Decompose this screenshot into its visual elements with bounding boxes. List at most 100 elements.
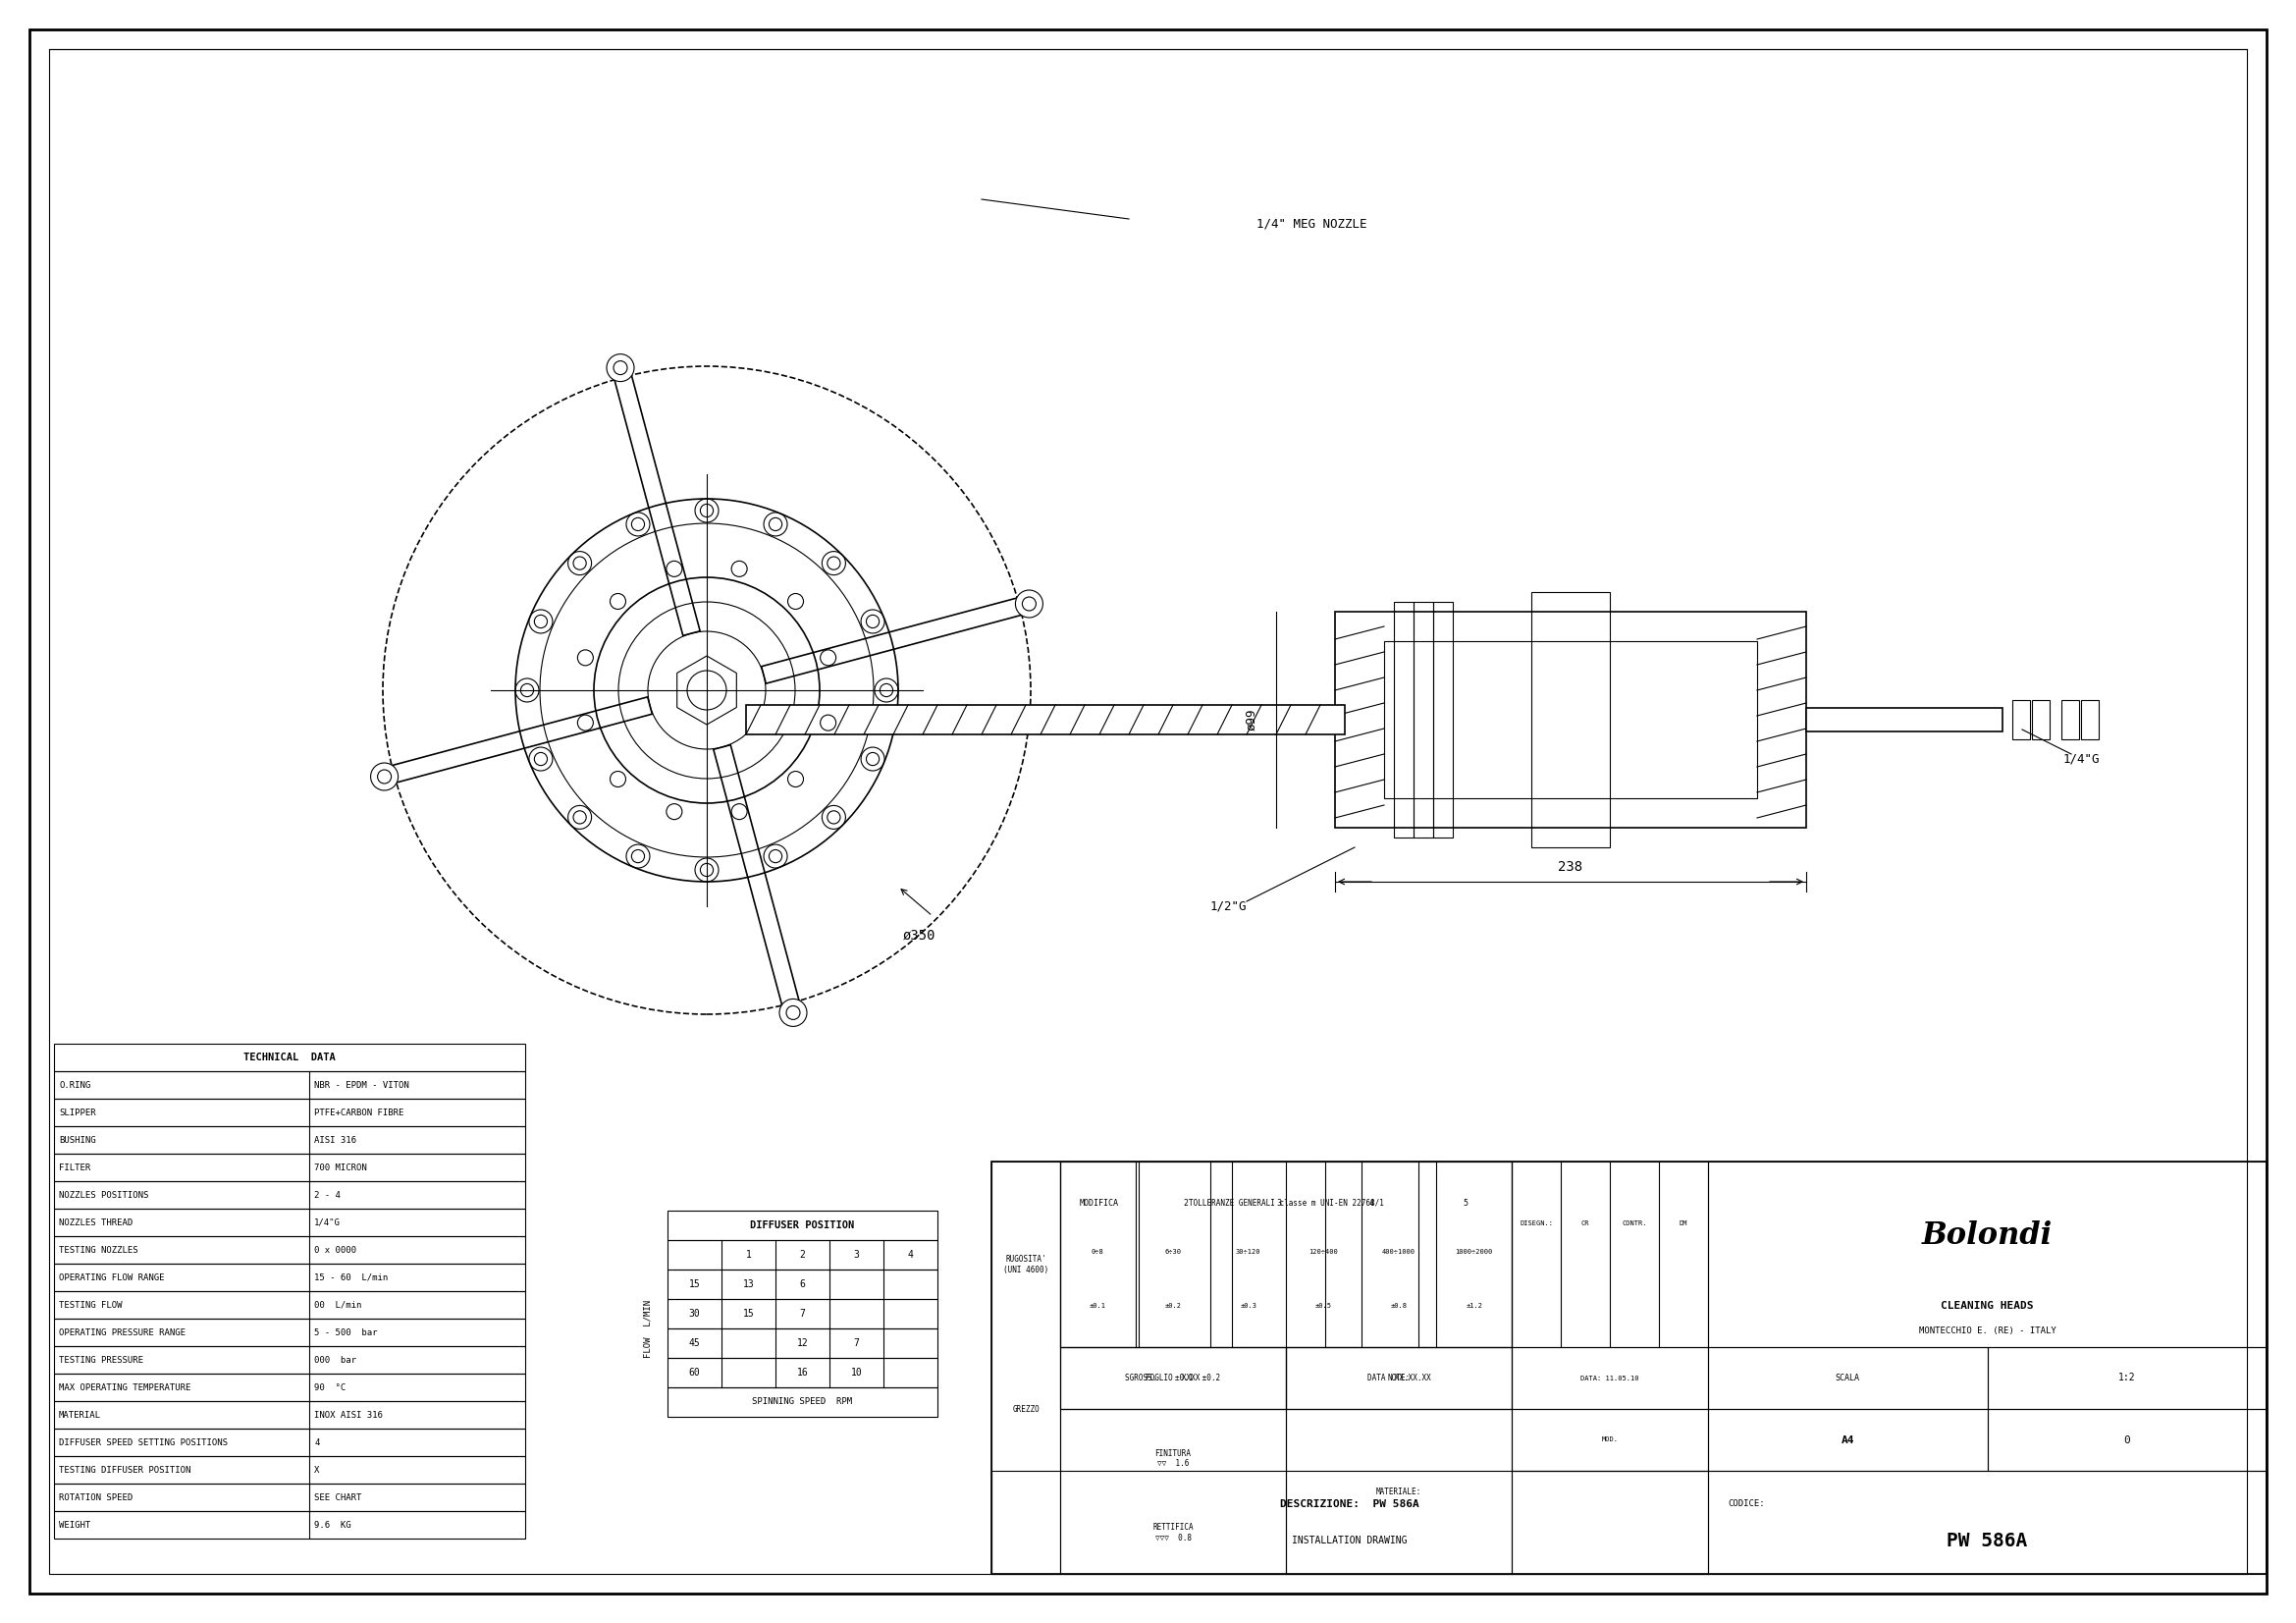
Circle shape — [778, 998, 806, 1026]
Bar — [1511, 1409, 1708, 1470]
Text: 000  bar: 000 bar — [315, 1355, 356, 1365]
Bar — [668, 1358, 937, 1388]
Bar — [55, 1154, 526, 1182]
Text: DIFFUSER SPEED SETTING POSITIONS: DIFFUSER SPEED SETTING POSITIONS — [60, 1438, 227, 1446]
Text: WEIGHT: WEIGHT — [60, 1521, 90, 1529]
Text: 2 - 4: 2 - 4 — [315, 1191, 340, 1199]
Text: TESTING DIFFUSER POSITION: TESTING DIFFUSER POSITION — [60, 1466, 191, 1474]
Text: MAX OPERATING TEMPERATURE: MAX OPERATING TEMPERATURE — [60, 1383, 191, 1393]
Text: 1000÷2000: 1000÷2000 — [1456, 1250, 1492, 1255]
Text: CODICE:: CODICE: — [1727, 1500, 1766, 1508]
Text: ±0.8: ±0.8 — [1391, 1303, 1407, 1308]
Bar — [1531, 592, 1609, 847]
Text: NBR - EPDM - VITON: NBR - EPDM - VITON — [315, 1081, 409, 1089]
Text: FILTER: FILTER — [60, 1164, 90, 1172]
Bar — [668, 1329, 937, 1358]
Polygon shape — [611, 365, 700, 636]
Text: CLEANING HEADS: CLEANING HEADS — [1940, 1302, 2034, 1311]
Text: 400÷1000: 400÷1000 — [1382, 1250, 1417, 1255]
Text: TECHNICAL  DATA: TECHNICAL DATA — [243, 1053, 335, 1063]
Bar — [1807, 708, 2002, 732]
Text: TESTING NOZZLES: TESTING NOZZLES — [60, 1245, 138, 1255]
Text: 15: 15 — [742, 1308, 755, 1318]
Text: CR: CR — [1582, 1220, 1589, 1227]
Bar — [1061, 1409, 1286, 1574]
Text: SPINNING SPEED  RPM: SPINNING SPEED RPM — [753, 1397, 852, 1407]
Text: 1/4"G: 1/4"G — [315, 1217, 340, 1227]
Text: 238: 238 — [1559, 860, 1582, 873]
Text: ±0.2: ±0.2 — [1164, 1303, 1182, 1308]
Text: 6: 6 — [799, 1279, 806, 1289]
Text: ±1.2: ±1.2 — [1465, 1303, 1483, 1308]
Text: 15: 15 — [689, 1279, 700, 1289]
Text: CONTR.: CONTR. — [1621, 1220, 1646, 1227]
Text: 0: 0 — [2124, 1435, 2131, 1444]
Text: RETTIFICA
▽▽▽  0.8: RETTIFICA ▽▽▽ 0.8 — [1153, 1522, 1194, 1542]
Bar — [55, 1401, 526, 1428]
Bar — [1708, 1409, 1988, 1470]
Text: 120÷400: 120÷400 — [1309, 1250, 1339, 1255]
Text: 13: 13 — [742, 1279, 755, 1289]
Text: 1:2: 1:2 — [2119, 1373, 2135, 1383]
Text: TOLLERANZE GENERALI classe m UNI-EN 22768/1: TOLLERANZE GENERALI classe m UNI-EN 2276… — [1189, 1198, 1384, 1208]
Bar — [1286, 1409, 1511, 1574]
Text: 1/4" MEG NOZZLE: 1/4" MEG NOZZLE — [1256, 217, 1366, 230]
Text: 2: 2 — [799, 1250, 806, 1259]
Text: 45: 45 — [689, 1339, 700, 1349]
Bar — [55, 1373, 526, 1401]
Bar — [1708, 1347, 1988, 1409]
Text: X: X — [315, 1466, 319, 1474]
Bar — [1433, 602, 1453, 837]
Bar — [992, 1162, 1061, 1574]
Bar — [55, 1456, 526, 1483]
Circle shape — [370, 763, 397, 790]
Text: 9.6  KG: 9.6 KG — [315, 1521, 351, 1529]
Text: AISI 316: AISI 316 — [315, 1136, 356, 1144]
Bar — [668, 1240, 937, 1269]
Text: MODIFICA: MODIFICA — [1079, 1198, 1118, 1208]
Bar — [1414, 602, 1433, 837]
Text: FLOW  L/MIN: FLOW L/MIN — [643, 1300, 652, 1357]
Bar — [55, 1237, 526, 1264]
Bar — [1286, 1347, 1511, 1409]
Text: 2: 2 — [1182, 1198, 1187, 1208]
Text: 30÷120: 30÷120 — [1235, 1250, 1261, 1255]
Text: FINITURA
▽▽  1.6: FINITURA ▽▽ 1.6 — [1155, 1449, 1192, 1467]
Text: 7: 7 — [854, 1339, 859, 1349]
Bar — [2011, 700, 2030, 740]
Bar — [1384, 641, 1756, 799]
Text: ROTATION SPEED: ROTATION SPEED — [60, 1493, 133, 1501]
Text: ø99: ø99 — [1244, 709, 1258, 730]
Polygon shape — [381, 696, 652, 786]
Text: 0÷8: 0÷8 — [1091, 1250, 1104, 1255]
Text: ø350: ø350 — [902, 928, 937, 943]
Text: 1/4"G: 1/4"G — [2062, 753, 2099, 766]
Bar — [992, 1162, 2266, 1574]
Bar — [55, 1318, 526, 1345]
Text: OPERATING PRESSURE RANGE: OPERATING PRESSURE RANGE — [60, 1328, 186, 1337]
Bar — [55, 1483, 526, 1511]
Text: 700 MICRON: 700 MICRON — [315, 1164, 367, 1172]
Text: TESTING FLOW: TESTING FLOW — [60, 1300, 122, 1310]
Text: SEE CHART: SEE CHART — [315, 1493, 360, 1501]
Bar — [1511, 1470, 1708, 1574]
Text: PW 586A: PW 586A — [1947, 1532, 2027, 1550]
Text: 30: 30 — [689, 1308, 700, 1318]
Bar — [1988, 1409, 2266, 1470]
Bar — [668, 1211, 937, 1240]
Text: OPERATING FLOW RANGE: OPERATING FLOW RANGE — [60, 1272, 165, 1282]
Bar — [55, 1126, 526, 1154]
Text: NOZZLES POSITIONS: NOZZLES POSITIONS — [60, 1191, 149, 1199]
Text: TESTING PRESSURE: TESTING PRESSURE — [60, 1355, 142, 1365]
Text: 3: 3 — [1277, 1198, 1281, 1208]
Bar — [2080, 700, 2099, 740]
Text: MATERIALE:: MATERIALE: — [1375, 1487, 1421, 1496]
Text: 4: 4 — [315, 1438, 319, 1446]
Text: 12: 12 — [797, 1339, 808, 1349]
Text: 0 x 0000: 0 x 0000 — [315, 1245, 356, 1255]
Bar — [1988, 1347, 2266, 1409]
Bar — [668, 1269, 937, 1298]
Bar — [55, 1292, 526, 1318]
Bar — [1708, 1162, 2266, 1347]
Text: PTFE+CARBON FIBRE: PTFE+CARBON FIBRE — [315, 1109, 404, 1117]
